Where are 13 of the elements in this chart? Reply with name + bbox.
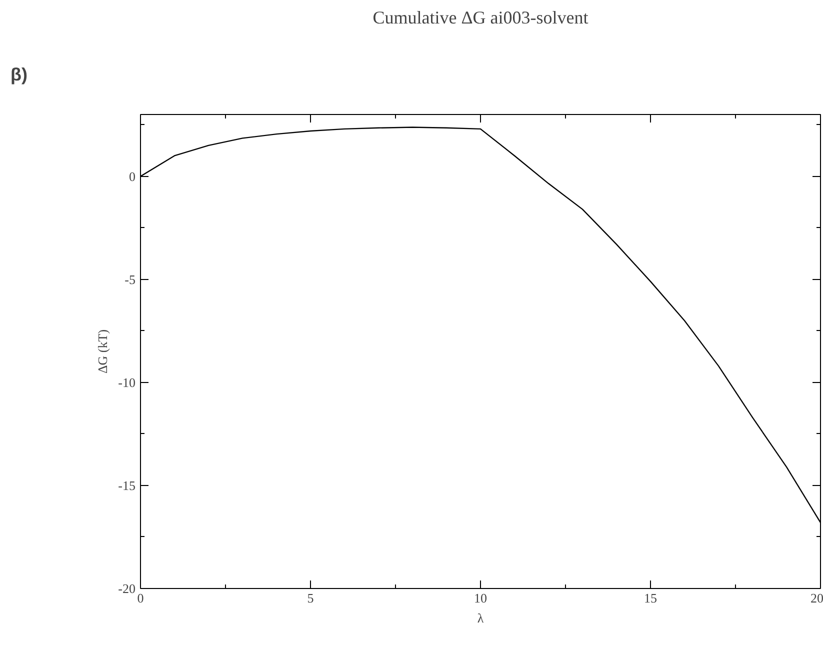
x-tick-label: 10 (474, 590, 487, 606)
x-tick-label: 20 (810, 590, 823, 606)
y-tick-label: -15 (118, 478, 136, 493)
chart-title: Cumulative ΔG ai003-solvent (372, 8, 588, 28)
y-tick-label: -20 (118, 581, 136, 596)
y-tick-label: -10 (118, 374, 136, 390)
y-axis-title: ΔG (kT) (95, 329, 110, 374)
x-tick-label: 5 (307, 590, 314, 606)
x-axis-title: λ (477, 610, 484, 626)
text: β) (10, 64, 28, 84)
y-tick-label: 0 (129, 168, 136, 184)
y-tick-label: -5 (124, 272, 136, 287)
x-tick-label: 15 (644, 590, 657, 606)
